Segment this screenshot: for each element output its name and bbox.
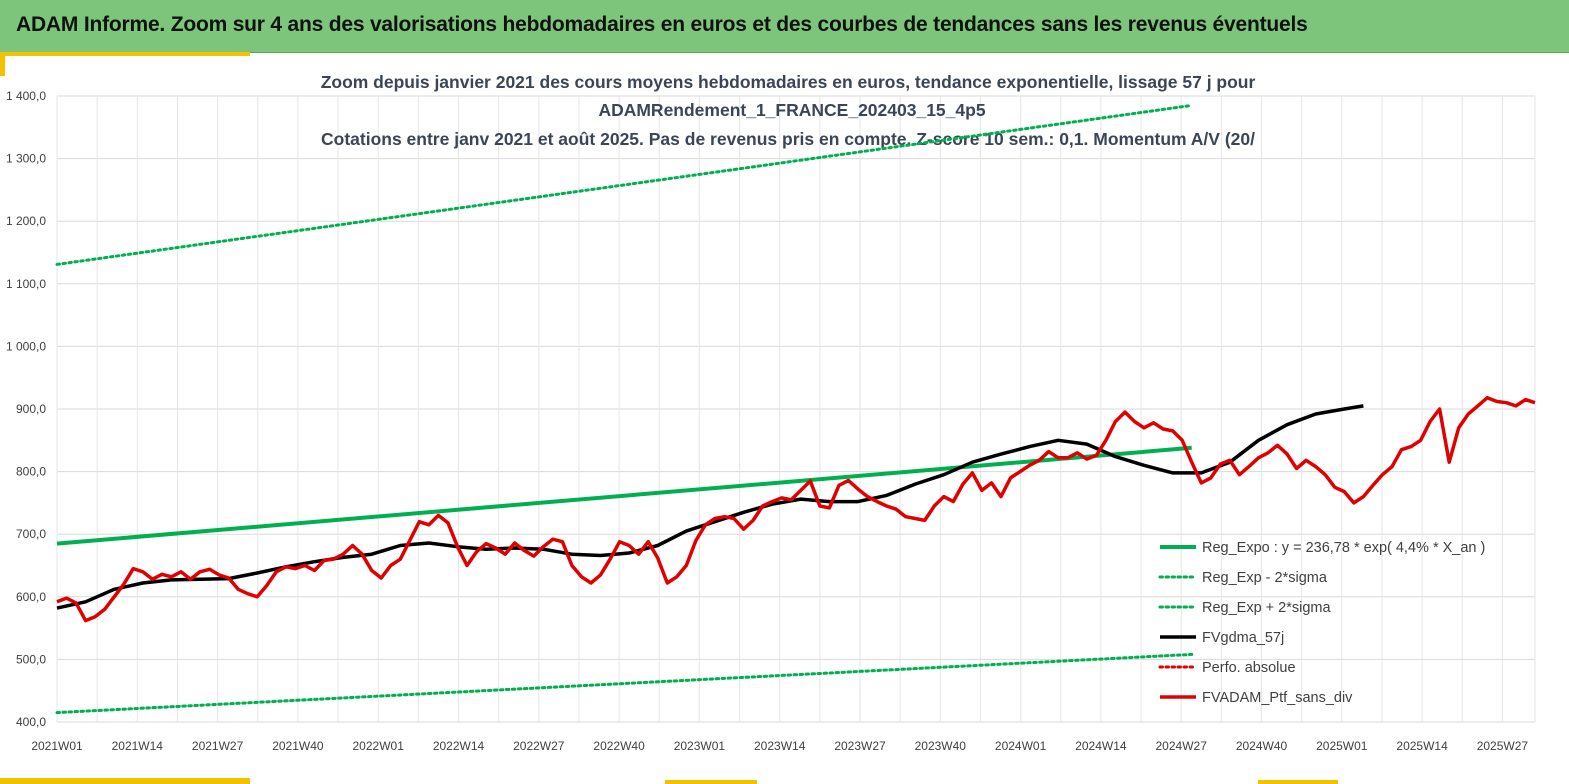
x-tick-label: 2022W40 — [593, 739, 645, 753]
legend-label: FVgdma_57j — [1202, 630, 1284, 646]
accent-bar-bottom — [0, 778, 250, 784]
x-tick-label: 2024W27 — [1156, 739, 1208, 753]
y-tick-label: 400,0 — [16, 715, 46, 729]
y-tick-label: 900,0 — [16, 402, 46, 416]
y-tick-label: 800,0 — [16, 465, 46, 479]
banner-title: ADAM Informe. Zoom sur 4 ans des valoris… — [16, 13, 1308, 36]
accent-bar-left — [0, 52, 5, 76]
x-tick-label: 2023W14 — [754, 739, 806, 753]
legend-label: Reg_Exp + 2*sigma — [1202, 600, 1331, 616]
accent-bar-top — [0, 52, 250, 56]
y-tick-label: 1 200,0 — [6, 214, 46, 228]
legend-label: FVADAM_Ptf_sans_div — [1202, 690, 1353, 706]
x-axis: 2021W01 2021W14 2021W27 2021W40 2022W01 2022W… — [31, 739, 1528, 753]
accent-bar-bottom-3 — [1258, 780, 1338, 784]
x-tick-label: 2022W27 — [513, 739, 565, 753]
x-tick-label: 2023W01 — [674, 739, 726, 753]
x-tick-label: 2024W01 — [995, 739, 1047, 753]
x-tick-label: 2023W27 — [834, 739, 886, 753]
accent-bar-bottom-2 — [665, 780, 757, 784]
reg-expo-line — [56, 445, 1192, 546]
x-tick-label: 2021W14 — [112, 739, 164, 753]
legend: Reg_Expo : y = 236,78 * exp( 4,4% * X_an… — [1158, 540, 1485, 706]
reg-expo-plus-2sigma-line — [55, 103, 1194, 266]
y-tick-label: 500,0 — [16, 652, 46, 666]
grid — [56, 95, 1536, 723]
y-tick-label: 1 100,0 — [6, 277, 46, 291]
chart-title: Zoom depuis janvier 2021 des cours moyen… — [321, 72, 1256, 149]
y-tick-label: 700,0 — [16, 527, 46, 541]
x-tick-label: 2021W27 — [192, 739, 244, 753]
x-tick-label: 2021W40 — [272, 739, 324, 753]
chart-title-line-3: Cotations entre janv 2021 et août 2025. … — [321, 129, 1255, 149]
legend-label: Reg_Exp - 2*sigma — [1202, 570, 1328, 586]
y-tick-label: 1 000,0 — [6, 339, 46, 353]
x-tick-label: 2025W01 — [1316, 739, 1368, 753]
fvgdma-57j-line — [56, 404, 1364, 610]
legend-label: Reg_Expo : y = 236,78 * exp( 4,4% * X_an… — [1202, 540, 1485, 556]
reg-expo-minus-2sigma-line — [55, 652, 1194, 715]
chart-title-line-1: Zoom depuis janvier 2021 des cours moyen… — [321, 72, 1256, 92]
y-tick-label: 1 300,0 — [6, 152, 46, 166]
x-tick-label: 2023W40 — [915, 739, 967, 753]
y-tick-label: 1 400,0 — [6, 89, 46, 103]
fvadam-ptf-line — [56, 395, 1536, 623]
x-tick-label: 2025W27 — [1477, 739, 1529, 753]
header-banner: ADAM Informe. Zoom sur 4 ans des valoris… — [0, 0, 1569, 53]
x-tick-label: 2024W14 — [1075, 739, 1127, 753]
chart-title-line-2: ADAMRendement_1_FRANCE_202403_15_4p5 — [598, 100, 985, 120]
x-tick-label: 2024W40 — [1236, 739, 1288, 753]
x-tick-label: 2022W01 — [353, 739, 405, 753]
y-axis: 400,0 500,0 600,0 700,0 800,0 900,0 1 000,0 1 1… — [6, 89, 46, 729]
x-tick-label: 2022W14 — [433, 739, 485, 753]
x-tick-label: 2021W01 — [31, 739, 83, 753]
x-tick-label: 2025W14 — [1396, 739, 1448, 753]
legend-label: Perfo. absolue — [1202, 660, 1296, 676]
y-tick-label: 600,0 — [16, 590, 46, 604]
plot-series — [55, 103, 1536, 715]
